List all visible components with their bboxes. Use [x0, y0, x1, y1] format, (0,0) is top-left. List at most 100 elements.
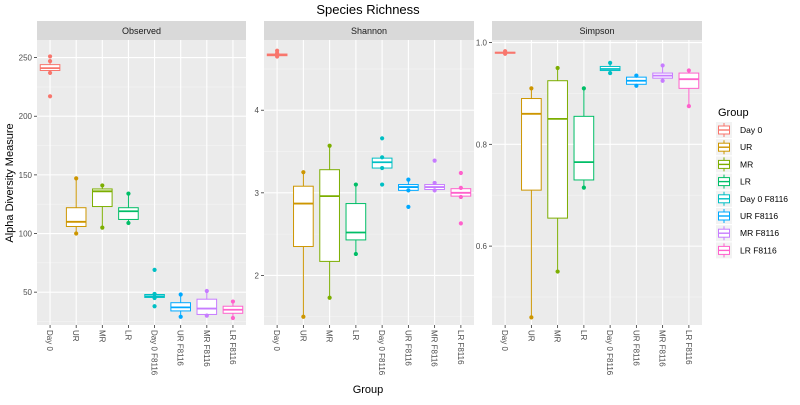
y-tick-label: 0.6	[476, 242, 488, 251]
x-tick-label: Day 0	[45, 330, 54, 351]
legend-label: UR	[740, 142, 752, 152]
panel-background	[37, 40, 246, 325]
legend-item-2: UR	[716, 139, 752, 156]
data-point	[301, 314, 306, 319]
facet-strip	[264, 21, 474, 40]
data-point	[74, 231, 79, 236]
box	[345, 203, 367, 241]
legend-label: Day 0 F8116	[740, 194, 788, 204]
data-point	[380, 165, 385, 171]
data-point	[152, 291, 157, 297]
legend-item-6: UR F8116	[716, 208, 778, 224]
data-point	[406, 188, 411, 193]
data-point	[380, 182, 385, 187]
data-point	[458, 185, 463, 190]
legend-item-8: LR F8116	[716, 242, 777, 259]
boxplot-simpson-1	[494, 49, 516, 56]
data-point	[686, 104, 691, 109]
x-tick-label: UR F8116	[631, 330, 640, 366]
legend-item-4: LR	[716, 173, 751, 190]
data-point	[406, 204, 411, 209]
data-point	[204, 313, 209, 318]
x-tick-label: Day 0 F8116	[605, 330, 614, 376]
legend: Group Day 0 UR MR LR Day 0 F8116 UR F8116 MR F…	[716, 107, 788, 259]
legend-label: Day 0	[740, 125, 762, 135]
data-point	[178, 292, 183, 297]
data-point	[660, 78, 665, 83]
facet-panel-observed: Observed 50 100 150 200 250 Day 0 UR MR LR Day 0 F…	[19, 21, 246, 376]
data-point	[327, 295, 332, 300]
data-point	[634, 73, 639, 78]
legend-label: UR F8116	[740, 211, 778, 221]
boxplot-simpson-8	[678, 68, 700, 109]
data-point	[406, 177, 411, 182]
data-point	[458, 170, 463, 176]
y-tick-label: 1.0	[476, 39, 488, 48]
y-tick-label: 100	[19, 230, 33, 239]
data-point	[301, 170, 306, 175]
y-tick-label: 150	[19, 171, 33, 180]
facet-strip-label: Simpson	[579, 26, 614, 36]
legend-item-7: MR F8116	[716, 225, 779, 242]
box	[547, 80, 568, 219]
boxplot-shannon-8	[450, 170, 472, 226]
data-point	[353, 182, 358, 187]
box	[678, 72, 700, 89]
data-point	[327, 143, 332, 148]
data-point	[100, 183, 105, 188]
x-tick-label: LR F8116	[228, 330, 237, 365]
data-point	[47, 94, 53, 99]
y-tick-label: 250	[19, 54, 33, 63]
y-tick-label: 0.8	[476, 140, 488, 149]
x-tick-label: Day 0	[272, 330, 281, 351]
boxplot-observed-7	[196, 288, 218, 318]
boxplot-simpson-5	[599, 60, 621, 76]
data-point	[47, 59, 53, 64]
box	[319, 169, 340, 262]
boxplot-simpson-3	[547, 65, 568, 274]
data-point	[100, 225, 105, 230]
data-point	[555, 269, 560, 274]
boxplot-observed-5	[144, 267, 165, 309]
data-point	[432, 158, 437, 163]
x-tick-label: UR	[526, 330, 535, 342]
facet-panels: Observed 50 100 150 200 250 Day 0 UR MR LR Day 0 F…	[19, 21, 702, 376]
x-axis-title: Group	[353, 384, 384, 396]
boxplot-shannon-7	[424, 158, 445, 193]
data-point	[74, 176, 79, 181]
legend-label: LR	[740, 177, 751, 187]
x-tick-label: LR F8116	[684, 330, 693, 365]
box	[65, 207, 87, 227]
boxplot-simpson-2	[521, 86, 542, 320]
legend-item-3: MR	[716, 156, 753, 173]
data-point	[660, 63, 665, 68]
x-tick-label: MR	[325, 330, 334, 343]
x-tick-label: Day 0	[500, 330, 509, 351]
data-point	[275, 48, 280, 53]
boxplot-observed-4	[118, 191, 139, 226]
legend-title: Group	[718, 107, 749, 119]
legend-item-5: Day 0 F8116	[716, 190, 788, 207]
legend-label: MR	[740, 159, 753, 169]
x-tick-label: Day 0 F8116	[150, 330, 159, 376]
data-point	[458, 194, 463, 200]
data-point	[458, 221, 463, 226]
boxplot-observed-8	[222, 299, 244, 321]
data-point	[47, 70, 53, 75]
facet-strip-label: Observed	[122, 26, 161, 36]
data-point	[152, 295, 157, 301]
boxplot-observed-1	[39, 54, 61, 99]
x-tick-label: LR F8116	[456, 330, 465, 365]
data-point	[634, 83, 639, 88]
legend-label: MR F8116	[740, 228, 779, 238]
boxplot-shannon-1	[266, 48, 288, 59]
box	[521, 98, 542, 191]
x-tick-label: LR	[579, 330, 588, 340]
facet-panel-shannon: Shannon 2 3 4 Day 0 UR MR LR Day 0 F8116 UR F8116…	[255, 21, 474, 376]
data-point	[686, 68, 691, 73]
facet-strip-label: Shannon	[351, 26, 387, 36]
x-tick-label: UR F8116	[403, 330, 412, 366]
boxplot-shannon-4	[345, 182, 367, 257]
x-tick-label: UR F8116	[176, 330, 185, 366]
